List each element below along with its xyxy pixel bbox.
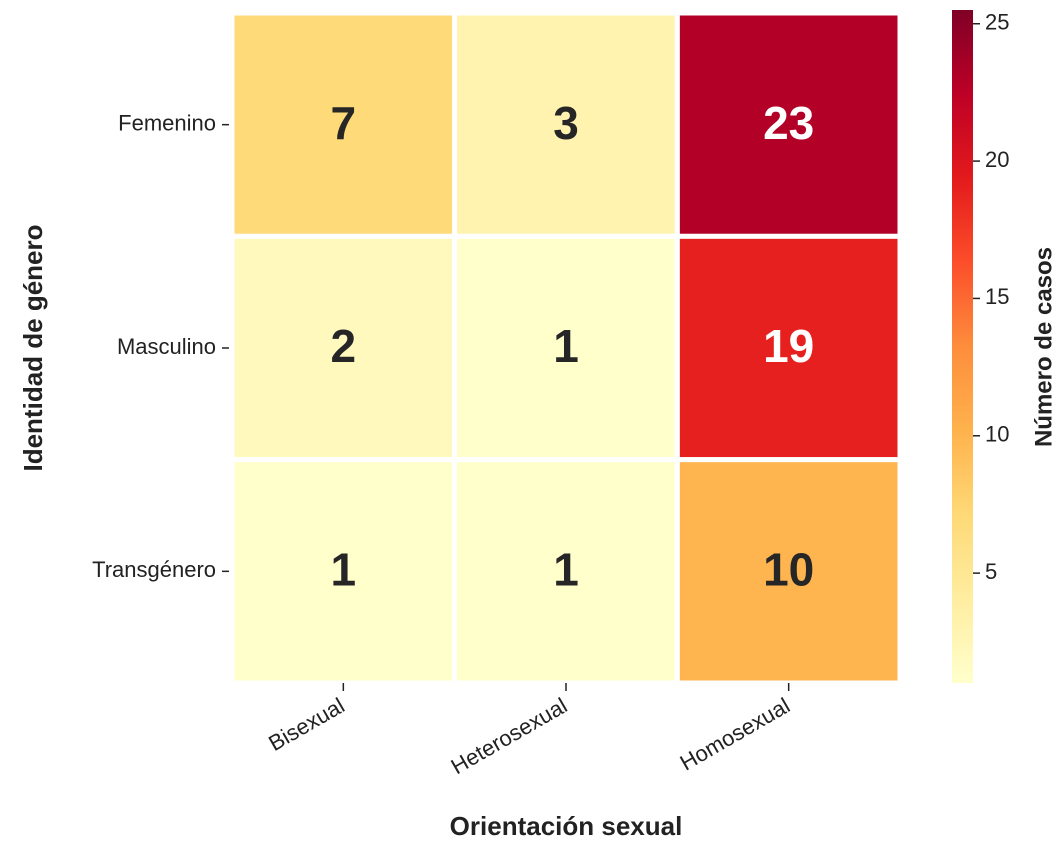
cell-label: 7 <box>331 97 357 149</box>
cell-label: 1 <box>331 543 357 595</box>
y-tick-label: Femenino <box>118 110 216 135</box>
y-tick-label: Transgénero <box>92 557 216 582</box>
cell-label: 1 <box>553 543 579 595</box>
cell <box>452 10 680 239</box>
cell-label: 2 <box>331 320 357 372</box>
colorbar-tick-label: 10 <box>985 422 1009 447</box>
cell <box>452 457 680 686</box>
cell-label: 23 <box>763 97 814 149</box>
cell-label: 10 <box>763 543 814 595</box>
cell <box>229 10 458 239</box>
colorbar <box>952 10 973 683</box>
cell-label: 1 <box>553 320 579 372</box>
cell-label: 19 <box>763 320 814 372</box>
x-tick-label: Heterosexual <box>447 693 572 779</box>
colorbar-tick-label: 15 <box>985 284 1009 309</box>
y-axis-label: Identidad de género <box>18 224 48 471</box>
x-axis-label: Orientación sexual <box>450 811 683 841</box>
x-tick-label: Bisexual <box>264 693 349 756</box>
colorbar-label: Número de casos <box>1030 247 1057 447</box>
colorbar-tick-label: 25 <box>985 10 1009 35</box>
cell <box>674 233 903 463</box>
cell-label: 3 <box>553 97 579 149</box>
x-tick-label: Homosexual <box>676 693 794 776</box>
y-tick-label: Masculino <box>117 334 216 359</box>
colorbar-tick-label: 5 <box>985 559 997 584</box>
colorbar-tick-label: 20 <box>985 147 1009 172</box>
